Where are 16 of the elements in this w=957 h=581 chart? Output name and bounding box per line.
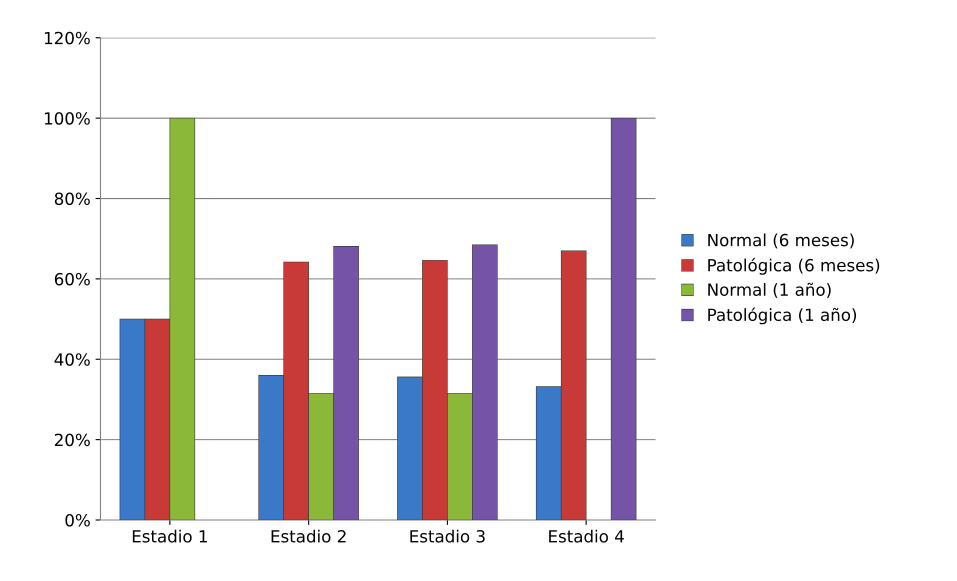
legend-label: Normal (1 año) [708,282,831,298]
y-tick-label: 120% [44,32,90,44]
x-tick-label: Estadio 3 [410,530,485,543]
x-tick-label: Estadio 1 [132,530,207,543]
y-tick-label: 100% [44,112,90,125]
legend-label: Patológica (6 meses) [708,258,880,275]
y-tick-label: 80% [54,192,90,206]
y-tick-label: 40% [54,353,90,366]
legend-label: Normal (6 meses) [708,233,854,248]
bar [610,118,636,520]
y-tick-label: 0% [65,514,90,527]
x-tick-label: Estadio 4 [549,530,624,543]
legend-label: Patológica (1 año) [708,308,856,324]
y-tick-label: 20% [54,434,90,446]
x-tick-label: Estadio 2 [272,530,346,543]
y-tick-label: 60% [54,272,90,286]
